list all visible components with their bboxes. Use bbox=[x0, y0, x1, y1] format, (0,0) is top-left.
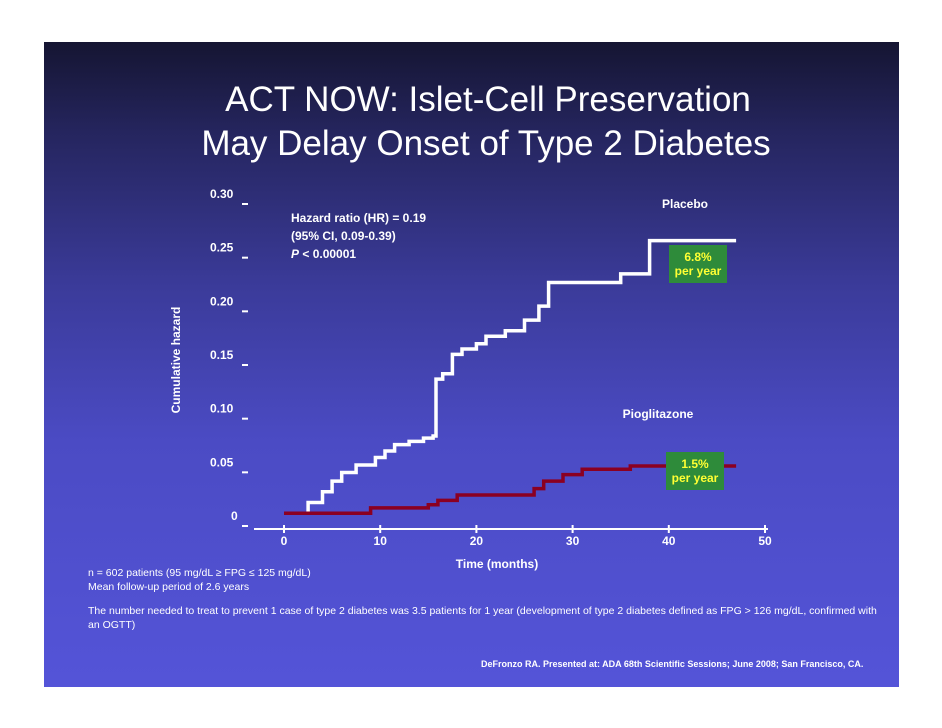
pioglitazone-rate-value: 1.5% bbox=[681, 457, 709, 471]
slide-title-line-1: ACT NOW: Islet-Cell Preservation bbox=[225, 80, 751, 119]
cumulative-hazard-chart: 0 0.05 0.10 0.15 0.20 0.25 0.30 0 10 20 30 40 50 Cu… bbox=[169, 187, 772, 571]
y-tick-label: 0.15 bbox=[210, 348, 234, 362]
series-line-placebo bbox=[284, 238, 737, 516]
x-tick-label: 0 bbox=[281, 534, 288, 548]
followup-note: Mean follow-up period of 2.6 years bbox=[88, 581, 250, 593]
y-tick-marks bbox=[242, 203, 248, 527]
citation: DeFronzo RA. Presented at: ADA 68th Scie… bbox=[481, 659, 864, 669]
p-value-text: P < 0.00001 bbox=[291, 247, 356, 261]
y-tick-labels: 0 0.05 0.10 0.15 0.20 0.25 0.30 bbox=[210, 187, 238, 523]
nnt-note: The number needed to treat to prevent 1 … bbox=[88, 605, 877, 631]
placebo-rate-unit: per year bbox=[675, 264, 722, 278]
confidence-interval-text: (95% CI, 0.09-0.39) bbox=[291, 229, 396, 243]
pioglitazone-series-label: Pioglitazone bbox=[623, 407, 694, 421]
y-tick-label: 0.25 bbox=[210, 241, 234, 255]
placebo-series-label: Placebo bbox=[662, 197, 708, 211]
patients-note: n = 602 patients (95 mg/dL ≥ FPG ≤ 125 m… bbox=[88, 567, 311, 579]
placebo-rate-value: 6.8% bbox=[684, 250, 712, 264]
x-tick-label: 40 bbox=[662, 534, 676, 548]
y-tick-label: 0 bbox=[231, 509, 238, 523]
pioglitazone-rate-badge bbox=[666, 452, 724, 490]
y-tick-label: 0.30 bbox=[210, 187, 234, 201]
x-tick-label: 30 bbox=[566, 534, 580, 548]
y-axis-label: Cumulative hazard bbox=[169, 307, 183, 414]
pioglitazone-rate-unit: per year bbox=[672, 471, 719, 485]
hazard-ratio-text: Hazard ratio (HR) = 0.19 bbox=[291, 211, 426, 225]
x-axis-label: Time (months) bbox=[456, 557, 538, 571]
slide: ACT NOW: Islet-Cell Preservation May Del… bbox=[44, 42, 899, 687]
x-tick-label: 50 bbox=[758, 534, 772, 548]
hazard-ratio-annotation: Hazard ratio (HR) = 0.19 (95% CI, 0.09-0… bbox=[291, 211, 426, 261]
y-tick-label: 0.05 bbox=[210, 455, 234, 469]
placebo-rate-badge bbox=[669, 245, 727, 283]
x-tick-labels: 0 10 20 30 40 50 bbox=[281, 534, 772, 548]
y-tick-label: 0.10 bbox=[210, 402, 234, 416]
x-axis bbox=[254, 525, 768, 533]
series-lines bbox=[284, 238, 737, 516]
series-line-pioglitazone bbox=[284, 464, 737, 516]
x-tick-label: 10 bbox=[374, 534, 388, 548]
slide-title-line-2: May Delay Onset of Type 2 Diabetes bbox=[201, 124, 771, 163]
x-tick-label: 20 bbox=[470, 534, 484, 548]
p-value-value: < 0.00001 bbox=[299, 247, 356, 261]
y-tick-label: 0.20 bbox=[210, 294, 234, 308]
p-value-symbol: P bbox=[291, 247, 300, 261]
